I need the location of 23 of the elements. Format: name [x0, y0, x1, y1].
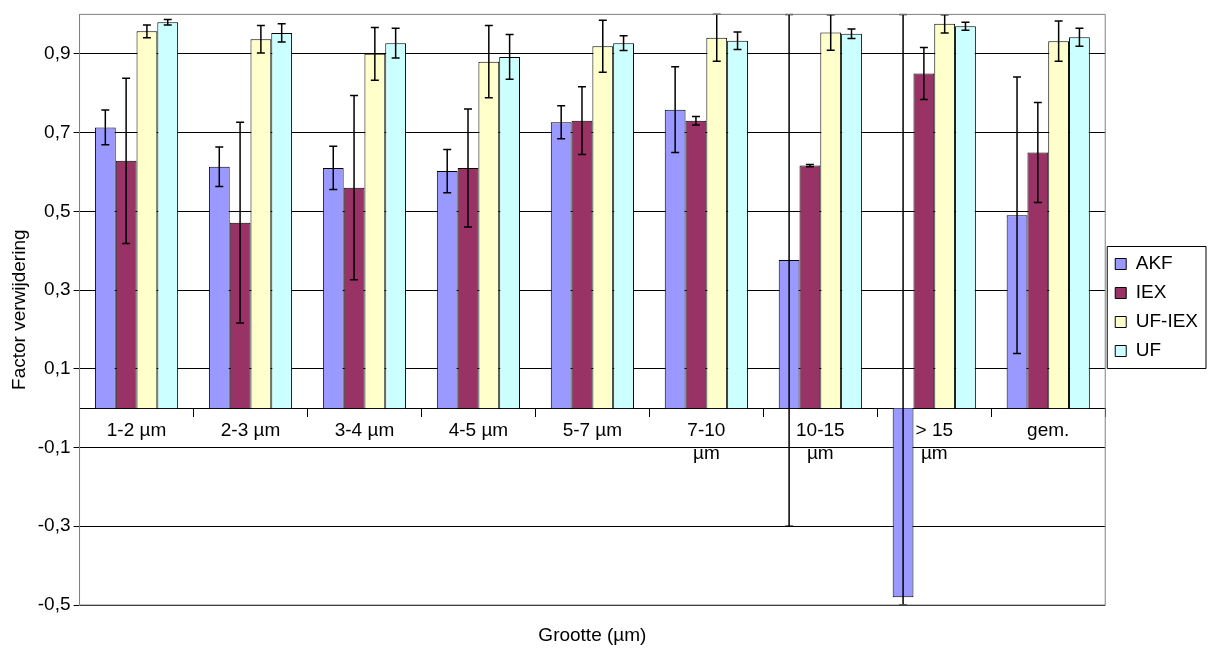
- legend-label: UF: [1135, 339, 1162, 361]
- x-tick-label: 5-7 µm: [562, 418, 623, 440]
- y-tick-label: -0,5: [37, 593, 71, 615]
- y-tick-label: -0,3: [37, 514, 71, 536]
- y-axis-title: Factor verwijdering: [7, 229, 29, 390]
- x-tick-label: 7-10 µm: [687, 418, 726, 463]
- y-tick-label: 0,5: [44, 199, 71, 221]
- x-axis-title: Grootte (µm): [538, 623, 647, 645]
- y-tick-label: 0,7: [44, 120, 71, 142]
- legend-label: AKF: [1135, 252, 1173, 274]
- legend-label: UF-IEX: [1135, 310, 1199, 332]
- x-tick-label: 3-4 µm: [334, 418, 395, 440]
- x-tick-label: 10-15 µm: [796, 418, 845, 463]
- y-tick-label: 0,1: [44, 356, 71, 378]
- y-tick-label: 0,3: [44, 278, 71, 300]
- legend-label: IEX: [1135, 281, 1167, 303]
- x-tick-label: > 15 µm: [915, 418, 954, 463]
- x-tick-label: 2-3 µm: [220, 418, 281, 440]
- x-tick-label: 1-2 µm: [106, 418, 167, 440]
- y-tick-label: 0,9: [44, 42, 71, 64]
- y-tick-label: -0,1: [37, 435, 71, 457]
- x-tick-label: 4-5 µm: [448, 418, 509, 440]
- x-tick-label: gem.: [1027, 418, 1070, 440]
